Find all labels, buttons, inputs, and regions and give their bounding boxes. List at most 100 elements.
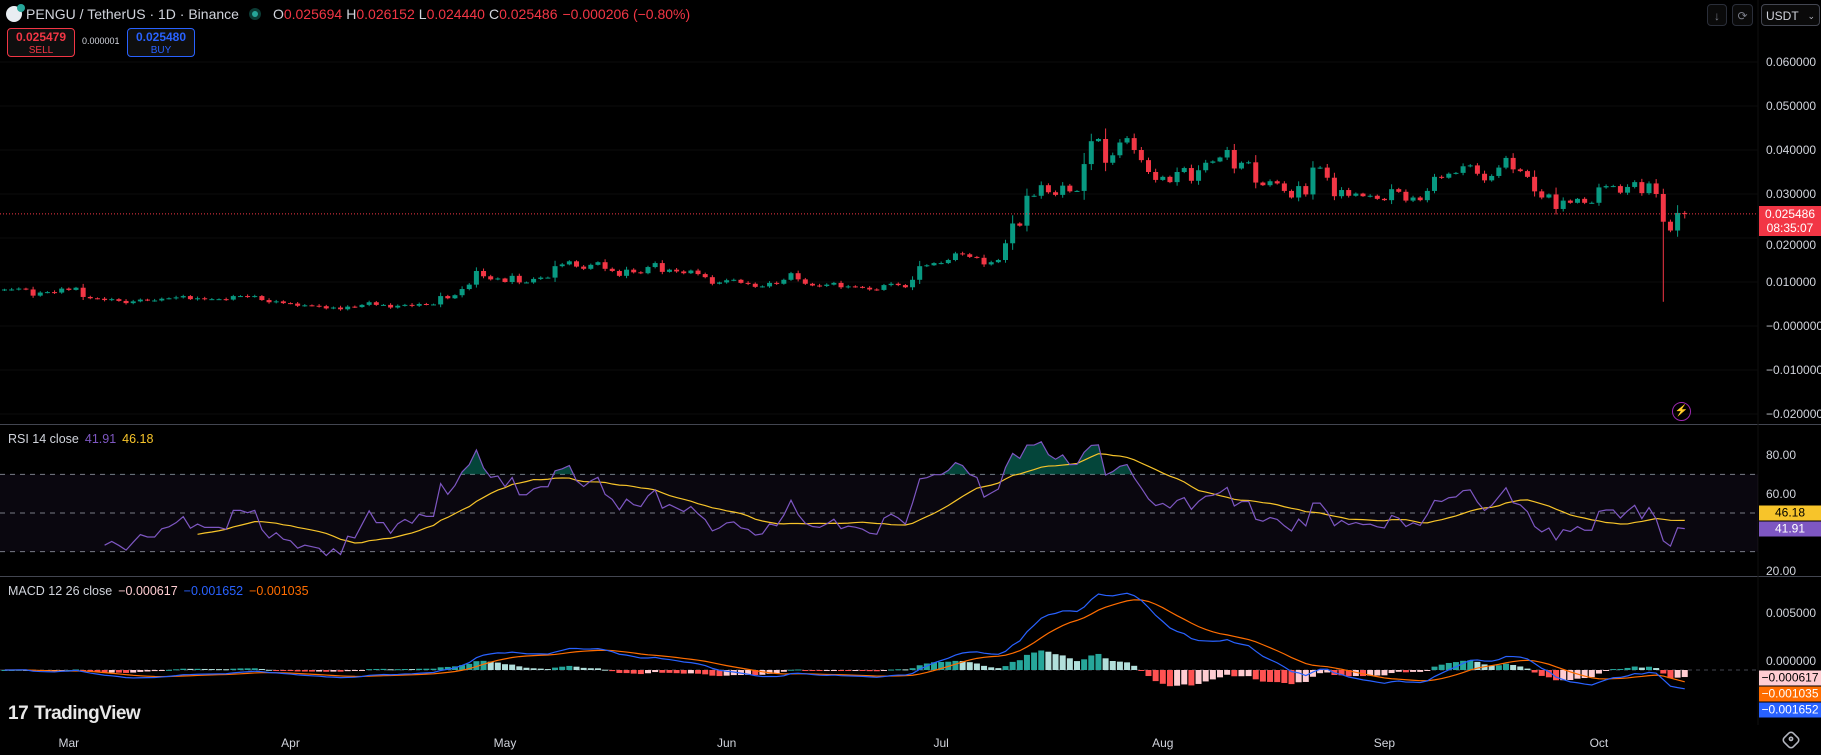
macd-histogram-bar bbox=[316, 670, 323, 672]
candle-down bbox=[1360, 193, 1366, 197]
candle-up bbox=[438, 296, 444, 305]
candle-down bbox=[638, 272, 644, 274]
candle-down bbox=[1281, 183, 1287, 191]
candle-up bbox=[1589, 202, 1595, 204]
low-value: 0.024440 bbox=[426, 6, 485, 22]
candle-up bbox=[1217, 157, 1223, 162]
candle-up bbox=[366, 302, 372, 305]
candle-up bbox=[1238, 162, 1244, 169]
macd-histogram-bar bbox=[1023, 654, 1030, 670]
macd-histogram-bar bbox=[1410, 670, 1417, 672]
macd-histogram-bar bbox=[687, 670, 694, 674]
candle-up bbox=[559, 264, 565, 267]
macd-histogram-bar bbox=[258, 668, 265, 670]
macd-histogram-bar bbox=[1431, 666, 1438, 670]
macd-histogram-bar bbox=[1653, 668, 1660, 670]
candle-down bbox=[80, 287, 86, 297]
candle-up bbox=[1003, 243, 1008, 260]
rsi-line bbox=[104, 440, 1685, 557]
candle-down bbox=[266, 300, 272, 303]
candle-up bbox=[1110, 155, 1116, 163]
macd-histogram-bar bbox=[1231, 670, 1238, 677]
macd-histogram-bar bbox=[523, 667, 530, 670]
month-label: May bbox=[493, 736, 517, 750]
macd-histogram-bar bbox=[301, 670, 308, 672]
arrow-down-icon: ↓ bbox=[1714, 9, 1720, 23]
candle-down bbox=[66, 288, 72, 290]
candle-down bbox=[581, 266, 587, 269]
macd-histogram-bar bbox=[323, 670, 330, 672]
buy-button[interactable]: 0.025480 BUY bbox=[127, 28, 195, 57]
macd-histogram-bar bbox=[180, 668, 187, 670]
candle-down bbox=[1682, 212, 1688, 214]
candle-down bbox=[30, 289, 36, 296]
candle-up bbox=[273, 301, 279, 303]
candle-up bbox=[1432, 176, 1437, 191]
month-label: Mar bbox=[58, 736, 80, 750]
sell-button[interactable]: 0.025479 SELL bbox=[7, 28, 75, 57]
candle-up bbox=[44, 292, 50, 294]
candle-up bbox=[1467, 165, 1473, 167]
macd-histogram-bar bbox=[1081, 659, 1088, 670]
candle-up bbox=[881, 285, 887, 290]
refresh-button[interactable]: ⟳ bbox=[1732, 4, 1753, 26]
macd-histogram-bar bbox=[1503, 663, 1509, 670]
macd-histogram-bar bbox=[544, 669, 551, 671]
macd-histogram-bar bbox=[115, 670, 122, 673]
candle-up bbox=[624, 269, 630, 276]
macd-histogram-bar bbox=[1638, 667, 1645, 670]
macd-histogram-bar bbox=[437, 667, 444, 670]
month-label: Oct bbox=[1589, 736, 1609, 750]
macd-histogram-bar bbox=[423, 668, 430, 670]
macd-histogram-bar bbox=[680, 670, 687, 674]
download-button[interactable]: ↓ bbox=[1707, 4, 1727, 26]
macd-histogram-bar bbox=[873, 670, 880, 672]
macd-histogram-bar bbox=[737, 670, 744, 676]
macd-histogram-bar bbox=[1631, 666, 1638, 670]
candle-up bbox=[1081, 164, 1087, 191]
macd-histogram-bar bbox=[695, 670, 702, 674]
macd-histogram-bar bbox=[1174, 670, 1181, 686]
macd-histogram-bar bbox=[1367, 670, 1374, 676]
macd-histogram-bar bbox=[1624, 667, 1631, 670]
candle-up bbox=[531, 278, 537, 283]
candle-up bbox=[938, 263, 944, 265]
macd-line bbox=[4, 592, 1685, 690]
macd-legend[interactable]: MACD 12 26 close −0.000617 −0.001652 −0.001… bbox=[8, 584, 315, 598]
candle-down bbox=[1045, 185, 1051, 193]
price-tick-label: 0.020000 bbox=[1766, 238, 1817, 252]
symbol-title[interactable]: PENGU / TetherUS · 1D · Binance bbox=[26, 6, 239, 22]
macd-histogram-bar bbox=[230, 668, 237, 670]
price-tick-label: 0.030000 bbox=[1766, 187, 1817, 201]
candle-up bbox=[781, 279, 787, 284]
candle-down bbox=[1639, 182, 1645, 194]
macd-histogram-bar bbox=[266, 669, 273, 671]
macd-histogram-bar bbox=[895, 669, 902, 671]
lightning-icon[interactable]: ⚡ bbox=[1672, 402, 1691, 421]
macd-histogram-bar bbox=[587, 668, 594, 670]
candle-down bbox=[1374, 195, 1380, 199]
candle-down bbox=[774, 282, 780, 284]
candle-up bbox=[452, 295, 458, 299]
currency-select[interactable]: USDT ⌄ bbox=[1761, 4, 1820, 26]
macd-histogram-bar bbox=[1009, 661, 1016, 670]
buy-price: 0.025480 bbox=[135, 30, 187, 44]
macd-histogram-bar bbox=[1374, 670, 1381, 676]
candle-up bbox=[402, 304, 408, 306]
macd-histogram-bar bbox=[888, 669, 895, 671]
candle-down bbox=[202, 298, 208, 300]
candle-down bbox=[838, 282, 844, 288]
rsi-legend[interactable]: RSI 14 close 41.91 46.18 bbox=[8, 432, 159, 446]
macd-histogram-bar bbox=[1567, 670, 1574, 681]
candle-down bbox=[1510, 157, 1516, 170]
tradingview-logo[interactable]: 17 TradingView bbox=[8, 703, 141, 725]
macd-line-axis-label: −0.001652 bbox=[1759, 702, 1821, 718]
macd-histogram-bar bbox=[745, 670, 752, 675]
candle-down bbox=[52, 292, 58, 294]
macd-histogram-bar bbox=[537, 668, 544, 670]
month-label: Jun bbox=[716, 736, 737, 750]
macd-histogram-bar bbox=[973, 663, 980, 670]
macd-histogram-bar bbox=[137, 670, 144, 672]
macd-histogram-bar bbox=[130, 670, 137, 673]
